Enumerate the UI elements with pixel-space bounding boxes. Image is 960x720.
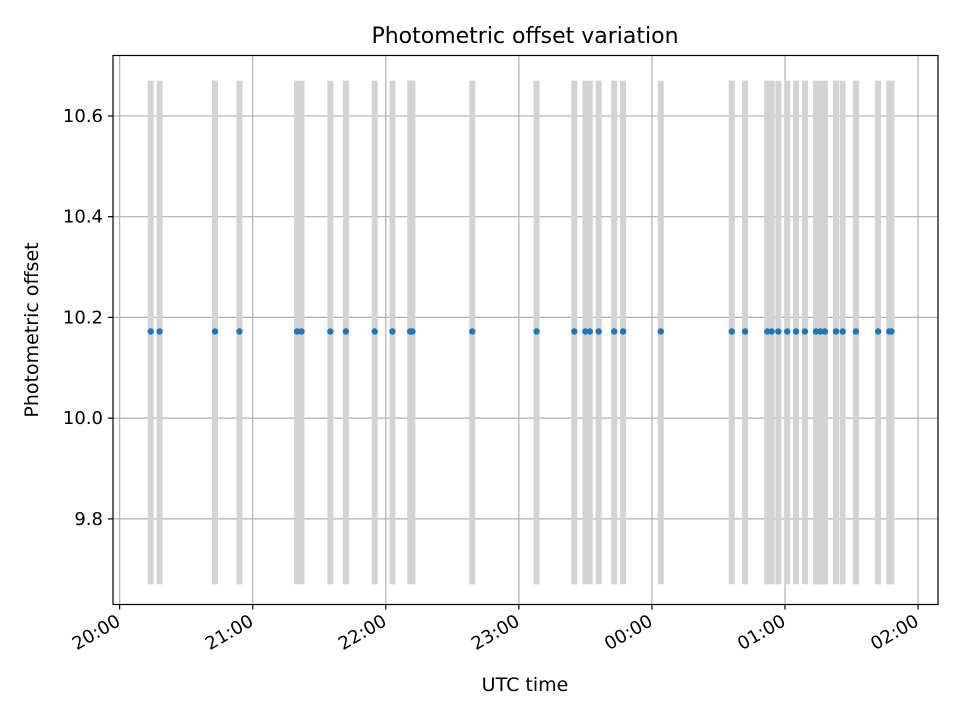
data-point [611, 328, 618, 335]
data-point [775, 328, 782, 335]
data-point [888, 328, 895, 335]
data-point [792, 328, 800, 335]
data-point [595, 328, 602, 335]
data-point [728, 328, 735, 335]
data-point [533, 328, 540, 335]
data-point [783, 328, 791, 335]
data-point [657, 328, 664, 335]
data-point [469, 328, 476, 335]
data-point [821, 328, 829, 335]
data-point [812, 328, 820, 335]
data-point [852, 328, 860, 335]
data-point [156, 328, 163, 335]
data-point [741, 328, 749, 335]
data-point [817, 328, 824, 335]
y-tick-label: 10.2 [63, 307, 103, 328]
x-axis-label: UTC time [482, 674, 569, 696]
y-tick-label: 10.0 [63, 408, 103, 429]
data-point [874, 328, 882, 335]
data-point [571, 328, 578, 335]
data-point [839, 328, 846, 335]
data-point [342, 328, 350, 335]
data-point [582, 328, 589, 335]
data-point [619, 328, 627, 335]
data-point [293, 328, 301, 335]
data-point [586, 328, 594, 335]
data-point [801, 328, 809, 335]
data-point [298, 328, 305, 335]
data-point [389, 328, 396, 335]
point-layer [147, 328, 895, 335]
chart-title: Photometric offset variation [371, 24, 678, 49]
plot-frame [112, 54, 939, 606]
y-tick-label: 10.4 [63, 207, 103, 228]
data-point [371, 328, 378, 335]
data-point [236, 328, 243, 335]
data-point [768, 328, 775, 335]
grid-lines [113, 55, 938, 605]
data-point [832, 328, 840, 335]
data-point [764, 328, 771, 335]
y-tick-label: 9.8 [74, 509, 103, 530]
data-point [211, 328, 219, 335]
data-point [327, 328, 334, 335]
y-axis-label: Photometric offset [21, 242, 43, 417]
y-tick-label: 10.6 [63, 106, 103, 127]
data-point [409, 328, 416, 335]
data-point [147, 328, 154, 335]
